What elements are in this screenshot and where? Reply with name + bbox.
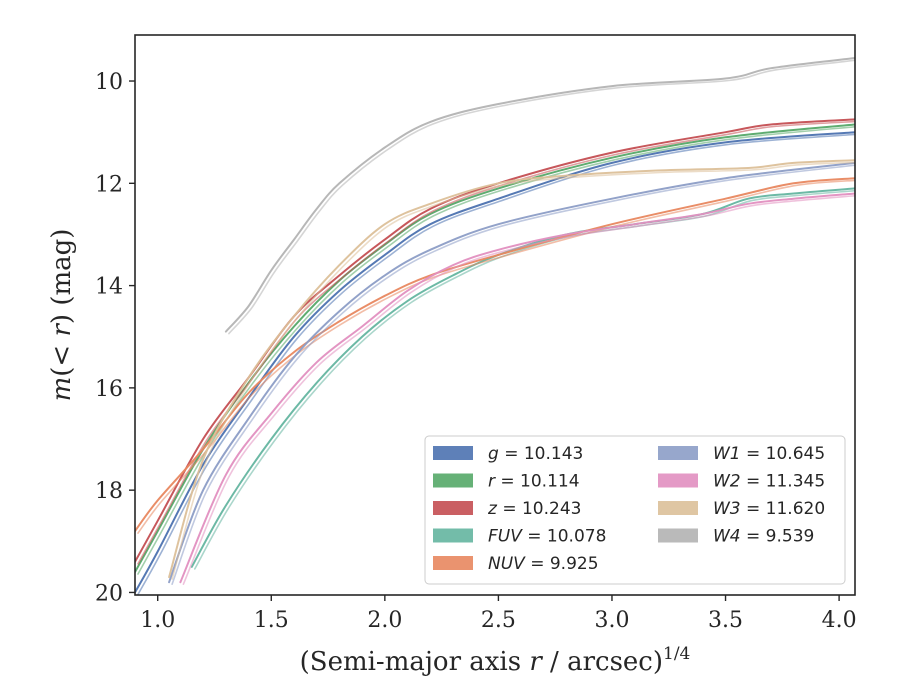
x-tick-label: 1.0 bbox=[140, 608, 175, 633]
legend-label-w1: W1 = 10.645 bbox=[713, 444, 825, 464]
x-tick-label: 1.5 bbox=[254, 608, 289, 633]
legend-label-fuv: FUV = 10.078 bbox=[488, 527, 606, 547]
legend-swatch-z bbox=[433, 501, 473, 515]
legend-swatch-w4 bbox=[658, 528, 698, 543]
x-axis: 1.0 1.5 2.0 2.5 3.0 3.5 4.0 bbox=[140, 595, 857, 633]
series-line-w3 bbox=[168, 159, 855, 579]
legend-swatch-w3 bbox=[658, 501, 698, 515]
y-tick-label: 20 bbox=[95, 581, 123, 606]
y-tick-label: 18 bbox=[95, 479, 123, 504]
series-line-w2 bbox=[179, 192, 855, 584]
legend-label-w3: W3 = 11.620 bbox=[713, 499, 825, 519]
y-tick-label: 10 bbox=[95, 70, 123, 95]
series-line-g bbox=[137, 133, 855, 595]
series-line-w3 bbox=[171, 161, 855, 580]
series-line-nuv bbox=[135, 177, 855, 533]
series-line-w1 bbox=[171, 164, 855, 585]
series-line-w4 bbox=[228, 59, 855, 335]
y-tick-label: 12 bbox=[95, 172, 123, 197]
legend-swatch-r bbox=[433, 473, 473, 488]
x-tick-label: 2.0 bbox=[367, 608, 402, 633]
legend-label-g: g = 10.143 bbox=[488, 444, 583, 464]
x-tick-label: 3.5 bbox=[708, 608, 743, 633]
y-axis-label: m(< r) (mag) bbox=[47, 229, 77, 402]
plot-frame bbox=[134, 34, 856, 596]
x-axis-label: (Semi-major axis r / arcsec)1/4 bbox=[300, 644, 691, 677]
y-axis: 10 12 14 16 18 20 bbox=[95, 70, 135, 606]
legend-swatch-nuv bbox=[433, 556, 473, 570]
legend: g = 10.143 r = 10.114 z = 10.243 FUV = 10.0… bbox=[424, 435, 846, 585]
legend-label-z: z = 10.243 bbox=[487, 499, 581, 519]
series-line-z bbox=[137, 120, 855, 565]
legend-label-nuv: NUV = 9.925 bbox=[488, 554, 599, 574]
series-layer bbox=[135, 57, 855, 595]
series-line-w2 bbox=[182, 194, 855, 585]
series-line-g bbox=[135, 131, 855, 594]
series-line-fuv bbox=[194, 189, 855, 570]
legend-swatch-fuv bbox=[433, 528, 473, 543]
legend-label-r: r = 10.114 bbox=[488, 472, 580, 492]
x-tick-label: 2.5 bbox=[481, 608, 516, 633]
series-line-w4 bbox=[224, 57, 855, 333]
legend-label-w4: W4 = 9.539 bbox=[713, 527, 814, 547]
y-tick-label: 14 bbox=[95, 275, 123, 300]
legend-swatch-w1 bbox=[658, 446, 698, 460]
legend-label-w2: W2 = 11.345 bbox=[713, 472, 825, 492]
series-line-z bbox=[135, 118, 855, 563]
series-line-w1 bbox=[168, 161, 855, 584]
legend-box bbox=[424, 435, 846, 585]
legend-swatch-g bbox=[433, 446, 473, 460]
legend-swatch-w2 bbox=[658, 473, 698, 488]
y-tick-label: 16 bbox=[95, 377, 123, 402]
x-tick-label: 3.0 bbox=[594, 608, 629, 633]
x-tick-label: 4.0 bbox=[822, 608, 857, 633]
